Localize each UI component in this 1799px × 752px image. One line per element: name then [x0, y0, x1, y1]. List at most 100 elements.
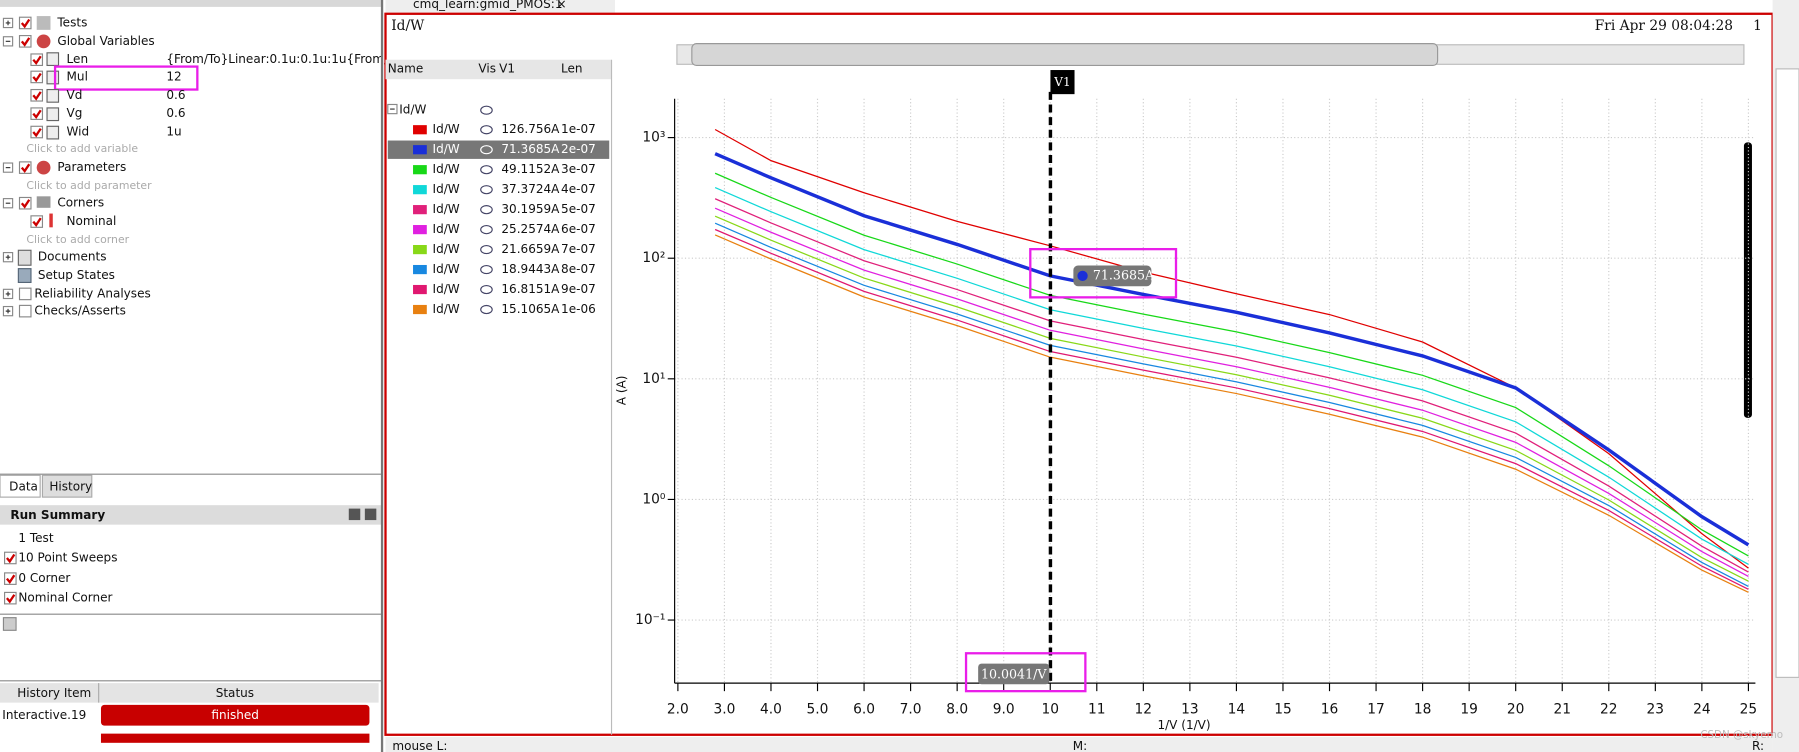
line-series	[714, 152, 1750, 547]
var-value[interactable]: {From/To}Linear:0.1u:0.1u:1u{From/To}	[166, 52, 408, 66]
legend-group[interactable]: Id/W	[399, 103, 426, 117]
legend-name[interactable]: Id/W	[433, 222, 460, 236]
legend-swatch	[413, 125, 427, 135]
tree-item[interactable]: Documents	[38, 250, 107, 264]
graph-window	[384, 12, 1774, 736]
line-series	[714, 172, 1749, 557]
legend-name[interactable]: Id/W	[433, 202, 460, 216]
highlight-box	[1029, 247, 1178, 299]
x-tick-label: 12	[1135, 702, 1153, 718]
status-bar	[385, 737, 1773, 752]
status-right: R:	[1752, 739, 1764, 752]
legend-v1: 126.756A	[501, 122, 560, 136]
var-name[interactable]: Vg	[67, 106, 83, 120]
line-series	[714, 222, 1749, 588]
y-axis-label: A (A)	[614, 375, 628, 405]
summary-item: 10 Point Sweeps	[18, 550, 117, 564]
legend-name[interactable]: Id/W	[433, 282, 460, 296]
tree-item[interactable]: Setup States	[38, 268, 115, 282]
visibility-icon	[480, 304, 493, 315]
legend-row-selected	[387, 140, 610, 159]
visibility-icon	[480, 185, 493, 195]
cursor-x-label: 10.0041/V	[981, 667, 1047, 682]
add-hint[interactable]: Click to add variable	[26, 142, 138, 155]
legend-name[interactable]: Id/W	[433, 142, 460, 156]
legend-name[interactable]: Id/W	[433, 262, 460, 276]
cursor-tag	[1050, 70, 1075, 95]
legend-v1: 37.3724A	[501, 182, 560, 196]
legend-column: Name	[388, 61, 424, 75]
status-badge	[100, 704, 370, 726]
tree-item[interactable]: Checks/Asserts	[34, 304, 126, 318]
var-value[interactable]: 0.6	[166, 88, 185, 102]
x-tick-label: 16	[1321, 702, 1339, 718]
legend-swatch	[413, 165, 427, 175]
x-tick-label: 10	[1041, 702, 1059, 718]
graph-title: Id/W	[391, 18, 425, 34]
tree-item[interactable]: Tests	[56, 15, 87, 29]
x-tick-label: 8.0	[946, 702, 968, 718]
marker-dot	[1077, 270, 1088, 282]
tab-label[interactable]: History	[49, 479, 92, 493]
window-tab[interactable]	[385, 0, 615, 13]
var-value[interactable]: 12	[166, 69, 181, 83]
legend-len: 1e-07	[561, 122, 596, 136]
legend-header	[385, 59, 612, 80]
tab[interactable]	[41, 474, 93, 498]
var-name[interactable]: Mul	[67, 69, 88, 83]
highlight-box	[964, 652, 1087, 693]
legend-swatch	[413, 225, 427, 235]
var-name[interactable]: Wid	[67, 125, 90, 139]
close[interactable]: ×	[556, 0, 566, 11]
tree-item[interactable]: Nominal	[67, 214, 117, 228]
x-tick-label: 17	[1367, 702, 1385, 718]
legend-v1: 71.3685A	[501, 142, 560, 156]
y-tick-label: 10⁻¹	[635, 612, 665, 628]
legend-v1: 15.1065A	[501, 302, 560, 316]
legend-name[interactable]: Id/W	[433, 302, 460, 316]
var-name[interactable]: Len	[67, 52, 89, 66]
legend-v1: 49.1152A	[501, 162, 560, 176]
var-value[interactable]: 0.6	[166, 106, 185, 120]
legend-len: 6e-07	[561, 222, 596, 236]
column-header[interactable]: History Item	[17, 686, 91, 700]
var-value[interactable]: 1u	[166, 125, 181, 139]
tab-label[interactable]: Data	[9, 479, 38, 493]
scrollbar[interactable]	[1743, 142, 1752, 418]
tree-item[interactable]: Corners	[57, 196, 104, 210]
tree-item[interactable]: Global Variables	[57, 34, 154, 48]
legend-name[interactable]: Id/W	[433, 162, 460, 176]
legend-len: 7e-07	[561, 242, 596, 256]
visibility-icon	[480, 165, 493, 175]
var-name[interactable]: Vd	[67, 88, 83, 102]
history-item[interactable]: Interactive.19	[2, 708, 86, 722]
x-tick-label: 4.0	[760, 702, 782, 718]
summary-item: 1 Test	[18, 531, 53, 545]
add-hint[interactable]: Click to add corner	[26, 233, 129, 246]
line-series	[714, 215, 1749, 582]
x-tick-label: 18	[1414, 702, 1432, 718]
legend-swatch	[413, 304, 427, 315]
cursor-x-box	[978, 663, 1050, 685]
tree-item[interactable]: Parameters	[57, 160, 126, 174]
visibility-icon	[480, 145, 493, 155]
x-tick-label: 6.0	[853, 702, 875, 718]
marker-label: 71.3685A	[1093, 267, 1155, 282]
tree-item[interactable]: Reliability Analyses	[34, 286, 150, 300]
y-tick-label: 10³	[642, 130, 665, 146]
legend-name[interactable]: Id/W	[433, 122, 460, 136]
add-hint[interactable]: Click to add parameter	[26, 179, 152, 192]
tab[interactable]	[0, 474, 41, 498]
legend-column: Vis	[478, 61, 496, 75]
window-tab-title[interactable]: cmq_learn:gmid_PMOS:1	[413, 0, 562, 11]
legend-name[interactable]: Id/W	[433, 242, 460, 256]
legend-name[interactable]: Id/W	[433, 182, 460, 196]
column-header[interactable]: Status	[216, 686, 254, 700]
left-panel	[0, 0, 383, 752]
legend-swatch	[413, 245, 427, 255]
x-axis-label: 1/V (1/V)	[1157, 718, 1210, 732]
plot: 2.0 3.0 4.0 5.0 6.0 7.0 8.0 9.0 10 11 12 13 14 15 16 17…	[387, 70, 1757, 718]
x-tick-label: 2.0	[667, 702, 689, 718]
summary-item: Nominal Corner	[18, 591, 112, 605]
